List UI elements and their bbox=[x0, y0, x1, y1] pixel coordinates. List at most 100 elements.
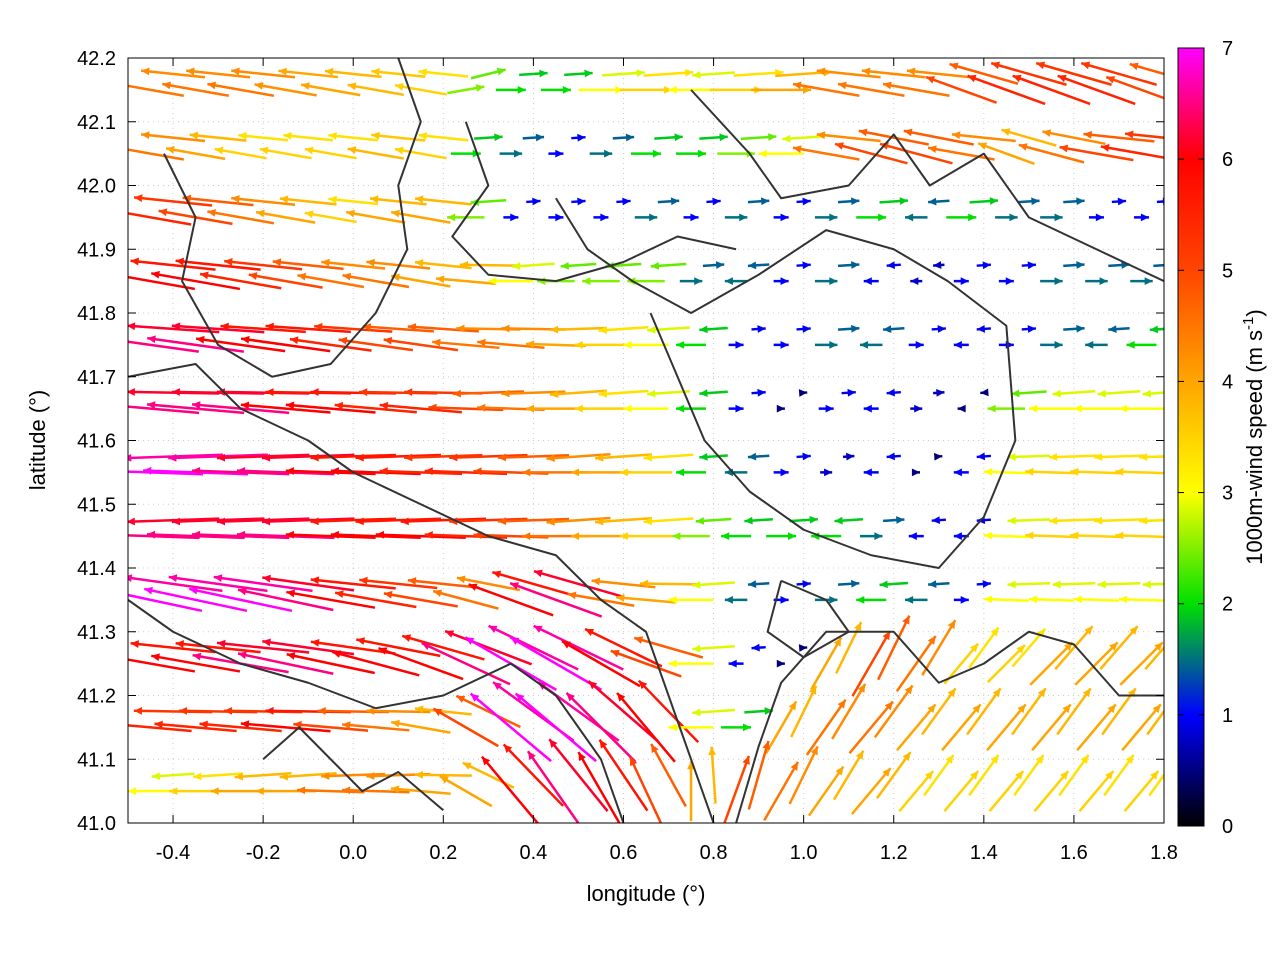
wind-vector bbox=[1123, 770, 1160, 813]
wind-vector bbox=[347, 146, 405, 160]
wind-vector bbox=[356, 637, 441, 658]
wind-vector bbox=[633, 636, 704, 659]
wind-vector bbox=[522, 133, 545, 142]
wind-vector bbox=[574, 404, 628, 413]
wind-vector bbox=[141, 67, 206, 79]
wind-vector bbox=[998, 340, 1014, 349]
wind-vector bbox=[946, 213, 977, 222]
wind-vector bbox=[240, 720, 331, 733]
wind-vector bbox=[968, 754, 1000, 797]
wind-vector bbox=[1021, 325, 1037, 333]
wind-vector bbox=[1057, 74, 1136, 106]
grid bbox=[128, 57, 1165, 824]
wind-vector bbox=[188, 586, 293, 613]
wind-vector bbox=[676, 149, 707, 158]
wind-vector bbox=[342, 721, 410, 732]
wind-vector bbox=[501, 389, 566, 398]
y-tick-label: 41.5 bbox=[77, 494, 116, 516]
wind-vector bbox=[511, 262, 555, 271]
wind-vector bbox=[841, 388, 856, 397]
x-tick-label: 1.0 bbox=[790, 842, 818, 864]
wind-vector bbox=[1076, 703, 1117, 752]
wind-vector bbox=[619, 532, 673, 541]
wind-vector bbox=[602, 69, 645, 77]
wind-vector bbox=[859, 532, 883, 541]
wind-vector bbox=[1093, 516, 1144, 525]
wind-vector bbox=[976, 452, 992, 461]
wind-vector bbox=[519, 69, 548, 78]
wind-vector bbox=[285, 467, 376, 476]
wind-vector bbox=[816, 131, 881, 143]
wind-vector bbox=[404, 453, 483, 462]
wind-vector bbox=[1025, 467, 1078, 476]
wind-vector bbox=[133, 194, 213, 207]
contour-layer bbox=[128, 58, 1164, 823]
wind-vector bbox=[216, 639, 310, 654]
wind-vector bbox=[414, 259, 472, 270]
wind-vector bbox=[951, 131, 1016, 143]
wind-vector bbox=[723, 755, 751, 823]
wind-vector bbox=[1088, 213, 1104, 222]
wind-vector bbox=[128, 658, 196, 673]
wind-vector bbox=[766, 532, 797, 541]
wind-vector bbox=[796, 580, 811, 588]
wind-vector bbox=[842, 452, 855, 461]
wind-vector bbox=[905, 595, 928, 604]
wind-vector bbox=[1021, 261, 1037, 270]
wind-vector bbox=[236, 467, 335, 476]
wind-vector bbox=[796, 325, 811, 333]
wind-vector bbox=[1063, 261, 1085, 269]
wind-vector bbox=[1040, 277, 1063, 286]
wind-vector bbox=[128, 574, 223, 593]
wind-vector bbox=[428, 403, 504, 412]
wind-vector bbox=[1073, 595, 1119, 604]
wind-vector bbox=[154, 720, 237, 733]
wind-vector bbox=[128, 340, 199, 353]
wind-vector bbox=[470, 67, 506, 80]
wind-vector bbox=[837, 261, 860, 269]
wind-vector bbox=[328, 132, 379, 142]
wind-vector bbox=[379, 401, 462, 414]
wind-vector bbox=[1139, 453, 1164, 461]
wind-vector bbox=[366, 707, 431, 715]
wind-vector bbox=[414, 705, 472, 716]
wind-vector bbox=[943, 770, 980, 813]
wind-vector bbox=[497, 517, 570, 526]
wind-vector bbox=[571, 133, 586, 142]
colorbar-tick-label: 1 bbox=[1222, 705, 1233, 727]
wind-vector bbox=[983, 595, 1029, 604]
wind-vector bbox=[248, 272, 323, 289]
wind-vector bbox=[790, 685, 818, 738]
wind-vector bbox=[304, 146, 357, 160]
wind-vector bbox=[143, 586, 248, 613]
wind-vector bbox=[414, 770, 472, 779]
wind-vector bbox=[895, 635, 937, 692]
wind-vector bbox=[1149, 325, 1164, 334]
wind-vector bbox=[983, 531, 1029, 540]
wind-vector bbox=[876, 615, 911, 681]
wind-vector bbox=[1073, 404, 1119, 413]
wind-vector bbox=[331, 650, 420, 677]
wind-vector bbox=[925, 75, 997, 104]
wind-vector bbox=[207, 209, 275, 225]
wind-vector bbox=[1126, 340, 1157, 349]
wind-vector bbox=[910, 404, 923, 413]
wind-vector bbox=[987, 404, 1026, 413]
wind-vector bbox=[1083, 130, 1155, 143]
wind-vector bbox=[856, 213, 887, 222]
wind-vector bbox=[668, 659, 714, 668]
wind-vector bbox=[882, 81, 950, 97]
wind-vector bbox=[807, 765, 845, 817]
wind-vector bbox=[304, 210, 357, 224]
wind-vector bbox=[171, 517, 265, 526]
wind-vector bbox=[286, 589, 376, 609]
wind-vector bbox=[835, 621, 863, 674]
wind-vector bbox=[1042, 129, 1106, 146]
wind-vector bbox=[814, 277, 838, 286]
wind-vector bbox=[1028, 404, 1074, 413]
wind-vector bbox=[130, 640, 216, 654]
wind-vector bbox=[526, 197, 541, 206]
wind-vector bbox=[128, 405, 200, 415]
wind-vector bbox=[151, 653, 241, 673]
wind-vector bbox=[1105, 75, 1164, 100]
